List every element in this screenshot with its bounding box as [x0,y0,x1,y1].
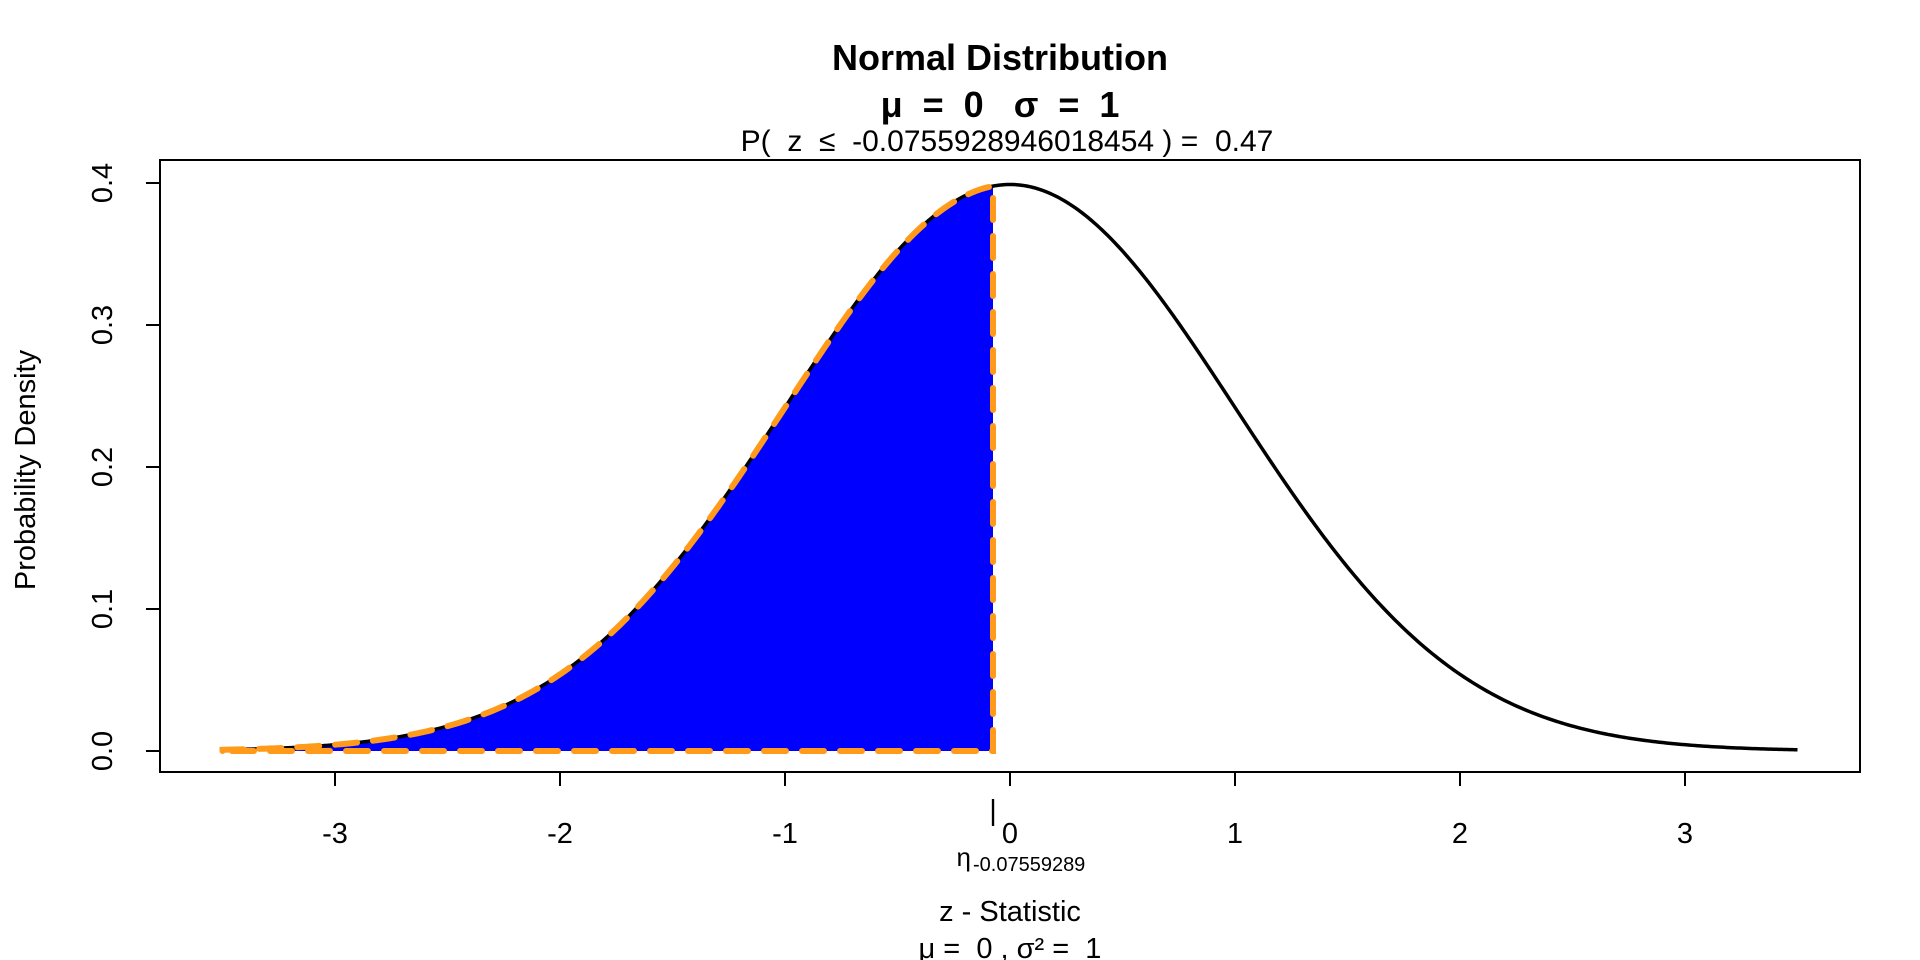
y-axis-title: Probability Density [10,349,42,590]
x-tick-label: -2 [547,818,573,850]
y-tick-label: 0.3 [87,305,119,345]
density-curve [222,182,1798,752]
shaded-region [222,186,993,751]
critical-value-label: -0.07559289 [973,854,1085,876]
x-axis-subtitle: μ = 0 , σ² = 1 [919,933,1102,960]
x-tick-label: 2 [1452,818,1468,850]
chart-title: Normal Distribution [832,37,1168,78]
shaded-region-outline [219,182,996,754]
y-tick-label: 0.4 [87,163,119,203]
x-tick-label: -3 [322,818,348,850]
x-tick-label: 0 [1002,818,1018,850]
x-tick-label: -1 [772,818,798,850]
plot-layer: -3 -2 -1 0 1 2 3 0.0 0.1 0.2 0.3 0.4 | η -0.07559289 [87,159,1861,876]
critical-value-symbol: η [957,842,971,872]
x-tick-label: 1 [1227,818,1243,850]
x-axis-title: z - Statistic [939,896,1081,928]
critical-value-tick: | [989,795,997,827]
y-tick-label: 0.1 [87,589,119,629]
y-tick-label: 0.2 [87,447,119,487]
x-tick-label: 3 [1677,818,1693,850]
chart-subtitle-probability: P( z ≤ -0.0755928946018454 ) = 0.47 [741,125,1274,158]
y-tick-label: 0.0 [87,731,119,771]
chart-title-parameters: μ = 0 σ = 1 [881,84,1120,125]
plot-frame [159,159,1861,773]
